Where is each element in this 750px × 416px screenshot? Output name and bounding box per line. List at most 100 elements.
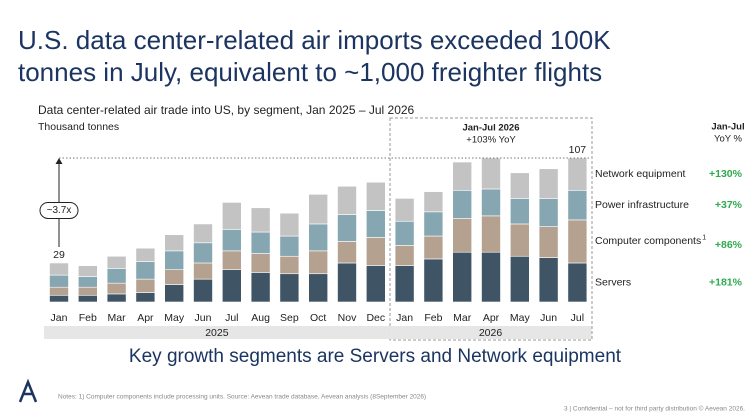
- bar-segment: [135, 292, 156, 303]
- bar-segment: [222, 229, 242, 252]
- bar-segment: [423, 258, 444, 303]
- bar-segment: [394, 198, 415, 222]
- x-tick-label: Mar: [453, 312, 472, 324]
- x-tick-label: Sep: [280, 312, 299, 324]
- bar-segment: [337, 185, 357, 215]
- bar-segment: [481, 188, 501, 217]
- x-tick-label: Aug: [251, 312, 270, 324]
- bar-segment: [423, 235, 444, 260]
- bar-segment: [49, 274, 69, 288]
- annotation-box: [39, 201, 79, 219]
- bar-segment: [509, 172, 530, 199]
- bar-segment: [538, 226, 559, 258]
- bar-segment: [308, 194, 329, 225]
- x-tick-label: Apr: [137, 312, 154, 324]
- bar-segment: [222, 250, 242, 271]
- bar-segment: [337, 262, 357, 303]
- bar-segment: [365, 265, 386, 303]
- title: U.S. data center-related air imports exc…: [18, 25, 611, 55]
- total-label: 107: [569, 144, 587, 156]
- highlight-title: Jan-Jul 2026: [462, 123, 519, 134]
- bar-segment: [78, 265, 98, 277]
- bar-segment: [250, 207, 271, 233]
- notes: Notes: 1) Computer components include pr…: [58, 394, 426, 401]
- bar-segment: [222, 269, 242, 303]
- legend-label: Computer components: [595, 235, 701, 247]
- year-label: 2025: [205, 327, 229, 339]
- bar-segment: [78, 294, 98, 303]
- x-tick-label: Jun: [195, 312, 212, 324]
- bar-segment: [193, 242, 213, 264]
- title: tonnes in July, equivalent to ~1,000 fre…: [18, 57, 602, 87]
- growth-value: +130%: [709, 168, 743, 180]
- bar-segment: [250, 231, 271, 254]
- bar-segment: [49, 286, 69, 296]
- bar-segment: [308, 223, 329, 252]
- bar-segment: [423, 211, 444, 237]
- bar-segment: [423, 191, 444, 213]
- x-tick-label: Jan: [396, 312, 413, 324]
- footnote-marker: 1: [702, 234, 706, 241]
- bar-segment: [481, 251, 501, 303]
- x-tick-label: Mar: [108, 312, 127, 324]
- bar-segment: [538, 257, 559, 303]
- bar-segment: [365, 210, 386, 238]
- bar-segment: [308, 273, 329, 303]
- growth-value: +86%: [715, 239, 743, 251]
- bar-segment: [481, 215, 501, 253]
- bar-segment: [452, 161, 473, 191]
- growth-header: Jan-Jul: [711, 122, 744, 133]
- bar-segment: [452, 218, 473, 253]
- bar-segment: [193, 223, 213, 244]
- bar-segment: [365, 237, 386, 266]
- bar-segment: [452, 189, 473, 219]
- year-band: [389, 326, 592, 339]
- bar-segment: [164, 284, 184, 303]
- bar-segment: [337, 241, 357, 264]
- legend-label: Network equipment: [595, 168, 686, 180]
- bar-segment: [279, 255, 300, 275]
- bar-segment: [106, 282, 127, 295]
- bar-segment: [49, 262, 69, 276]
- bar-segment: [222, 202, 242, 230]
- bar-segment: [394, 220, 415, 246]
- bar-segment: [49, 294, 69, 303]
- growth-header: YoY %: [714, 134, 743, 145]
- bar-segment: [337, 214, 357, 242]
- bar-segment: [106, 268, 127, 284]
- annotation: ~3.7x: [47, 205, 72, 216]
- bar-segment: [509, 255, 530, 303]
- year-label: 2026: [479, 327, 503, 339]
- bar-segment: [135, 247, 156, 262]
- bar-segment: [193, 262, 213, 280]
- bar-segment: [78, 286, 98, 296]
- bar-segment: [106, 293, 127, 303]
- bar-segment: [567, 219, 588, 264]
- logo: [18, 378, 38, 403]
- bar-segment: [279, 235, 300, 257]
- bar-segment: [567, 157, 588, 191]
- x-tick-label: Jul: [225, 312, 238, 324]
- x-tick-label: Feb: [79, 312, 97, 324]
- x-tick-label: Jun: [540, 312, 557, 324]
- x-tick-label: Nov: [338, 312, 357, 324]
- bar-segment: [193, 278, 213, 303]
- bar-segment: [164, 269, 184, 285]
- growth-value: +181%: [709, 276, 743, 288]
- bar-segment: [509, 198, 530, 225]
- legend-label: Servers: [595, 276, 631, 288]
- bar-segment: [135, 278, 156, 293]
- bar-segment: [135, 261, 156, 280]
- highlight-subtitle: +103% YoY: [466, 135, 516, 146]
- bar-segment: [481, 157, 501, 190]
- bar-segment: [279, 273, 300, 303]
- chart: Jan 29 Feb Mar Apr May Jun Jul Aug Sep Oct Nov Dec Ja…: [39, 144, 743, 339]
- highlight-box: [389, 117, 593, 341]
- footer: 3 | Confidential – not for third party d…: [564, 405, 745, 413]
- x-tick-label: Apr: [483, 312, 500, 324]
- x-tick-label: Oct: [310, 312, 326, 324]
- bar-segment: [394, 245, 415, 266]
- bar-segment: [164, 234, 184, 252]
- bar-segment: [365, 181, 386, 211]
